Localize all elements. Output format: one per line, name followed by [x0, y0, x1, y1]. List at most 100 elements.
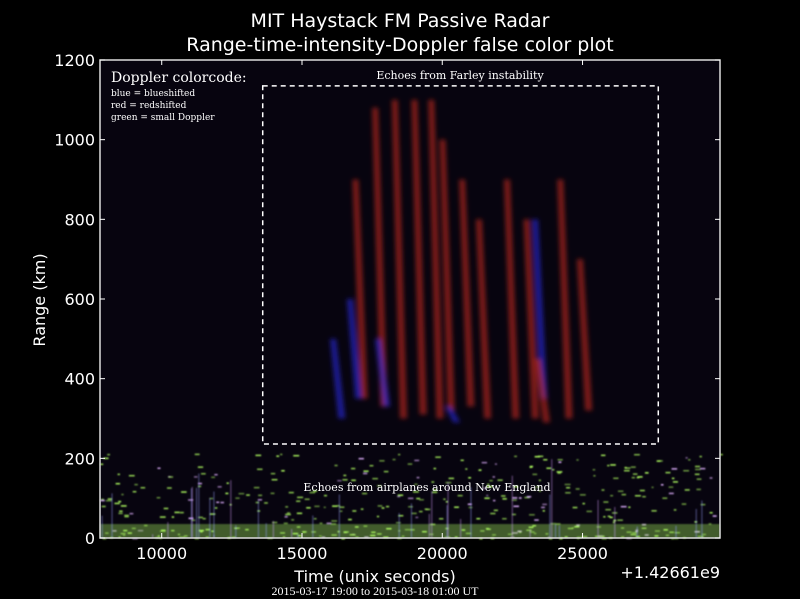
airplane-echo: [397, 453, 401, 456]
airplane-echo: [201, 473, 206, 475]
x-tick-label: 15000: [277, 544, 328, 563]
airplane-echo: [134, 483, 138, 486]
airplane-echo: [493, 499, 496, 502]
airplane-echo: [156, 496, 161, 499]
airplane-echo: [114, 502, 120, 505]
x-axis-sublabel: 2015-03-17 19:00 to 2015-03-18 01:00 UT: [272, 584, 480, 598]
airplane-echo: [708, 523, 712, 525]
airplane-echo: [628, 506, 631, 508]
airplane-echo: [489, 479, 493, 482]
airplane-echo: [323, 506, 326, 509]
airplane-echo: [486, 494, 489, 497]
airplane-echo: [209, 513, 216, 515]
airplane-echo: [524, 496, 530, 499]
airplane-echo: [512, 497, 518, 499]
airplane-echo: [487, 483, 490, 486]
airplane-echo: [416, 497, 421, 500]
airplane-echo: [671, 468, 678, 470]
airplane-echo: [194, 453, 200, 456]
x-tick-label: 25000: [557, 544, 608, 563]
airplane-echo: [121, 493, 124, 496]
airplane-echo: [630, 466, 636, 468]
airplane-echo: [542, 503, 547, 506]
airplane-echo: [408, 506, 413, 508]
airplane-echo: [339, 506, 345, 508]
airplane-echo: [379, 460, 385, 462]
redshifted-echo: [439, 139, 455, 411]
airplane-echo: [118, 512, 123, 515]
airplane-echo: [613, 477, 619, 480]
airplane-echo: [216, 501, 220, 504]
y-tick-label: 400: [64, 370, 95, 389]
airplane-echo: [168, 476, 174, 478]
airplane-echo: [558, 461, 562, 463]
airplane-echo: [634, 495, 641, 497]
airplane-echo: [285, 506, 289, 508]
airplane-echo: [339, 510, 343, 512]
airplane-echo: [331, 520, 338, 522]
redshifted-echo: [428, 99, 444, 419]
airplane-echo: [397, 494, 404, 496]
airplane-echo: [159, 516, 166, 518]
airplane-echo: [672, 481, 678, 483]
airplane-echo: [593, 475, 596, 477]
airplane-echo: [576, 459, 579, 461]
airplane-echo: [280, 453, 283, 456]
airplane-echo: [281, 470, 285, 472]
airplane-echo: [293, 454, 300, 457]
redshifted-echo: [411, 99, 427, 415]
airplane-echo: [502, 498, 507, 500]
airplane-echo: [272, 521, 278, 524]
blueshifted-echo: [330, 338, 346, 419]
airplane-echo: [179, 511, 184, 514]
airplane-echo: [398, 515, 404, 517]
airplane-echo: [372, 477, 378, 480]
airplane-echo: [467, 503, 472, 506]
airplane-echo: [411, 512, 417, 515]
airplane-echo: [639, 489, 645, 492]
airplane-echo: [425, 508, 431, 511]
airplane-echo: [304, 498, 310, 500]
redshifted-echo: [372, 107, 388, 407]
redshifted-echo: [557, 179, 573, 419]
airplane-echo: [565, 492, 571, 494]
plot-area: [100, 60, 720, 538]
airplane-echo: [518, 497, 522, 499]
airplane-echo: [537, 455, 544, 458]
airplane-echo: [497, 479, 503, 481]
airplane-echo: [270, 472, 276, 475]
airplane-echo: [120, 505, 127, 507]
airplane-echo: [100, 463, 104, 466]
airplane-echo: [188, 499, 194, 501]
airplane-echo: [659, 460, 663, 462]
blueshifted-echo: [445, 406, 461, 423]
airplane-echo: [538, 490, 542, 492]
airplane-echo: [291, 519, 295, 521]
airplane-echo: [286, 512, 291, 514]
airplane-echo: [337, 479, 342, 482]
airplane-echo: [438, 518, 444, 520]
airplane-echo: [288, 491, 294, 494]
ground-clutter: [100, 524, 720, 538]
airplane-echo: [376, 515, 380, 518]
redshifted-echo: [523, 219, 539, 419]
airplane-echo: [695, 468, 701, 471]
airplane-echo: [416, 476, 420, 479]
airplane-echo: [610, 494, 614, 497]
airplane-echo: [533, 488, 536, 491]
airplane-echo: [157, 467, 161, 469]
airplane-echo: [392, 458, 396, 461]
airplane-echo: [700, 467, 706, 470]
airplane-echo: [592, 469, 596, 471]
airplane-echo: [271, 478, 278, 481]
airplane-echo: [363, 472, 368, 475]
airplane-echo: [671, 477, 675, 480]
airplane-echo: [220, 501, 225, 504]
airplane-echo: [683, 470, 690, 472]
legend-title: Doppler colorcode:: [111, 70, 247, 86]
airplane-echo: [419, 510, 423, 513]
airplane-echo: [198, 516, 203, 519]
airplane-echo: [556, 471, 563, 473]
airplane-echo: [513, 485, 519, 488]
airplane-echo: [486, 485, 493, 488]
